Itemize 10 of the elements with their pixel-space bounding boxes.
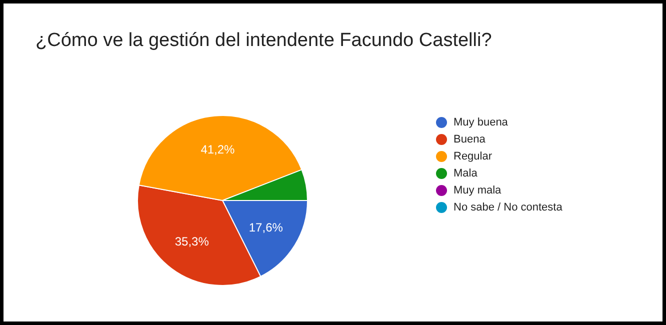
legend-label: Buena	[454, 134, 486, 146]
legend-label: Regular	[454, 150, 492, 162]
legend-label: Muy buena	[454, 116, 509, 128]
data-label: 41,2%	[200, 142, 236, 157]
legend-label: Muy mala	[454, 184, 502, 196]
legend-label: No sabe / No contesta	[454, 202, 564, 214]
chart-title: ¿Cómo ve la gestión del intendente Facundo Castelli?	[36, 30, 492, 51]
legend-label: Mala	[454, 168, 478, 180]
data-label: 17,6%	[248, 220, 284, 234]
data-label: 35,3%	[174, 234, 210, 248]
